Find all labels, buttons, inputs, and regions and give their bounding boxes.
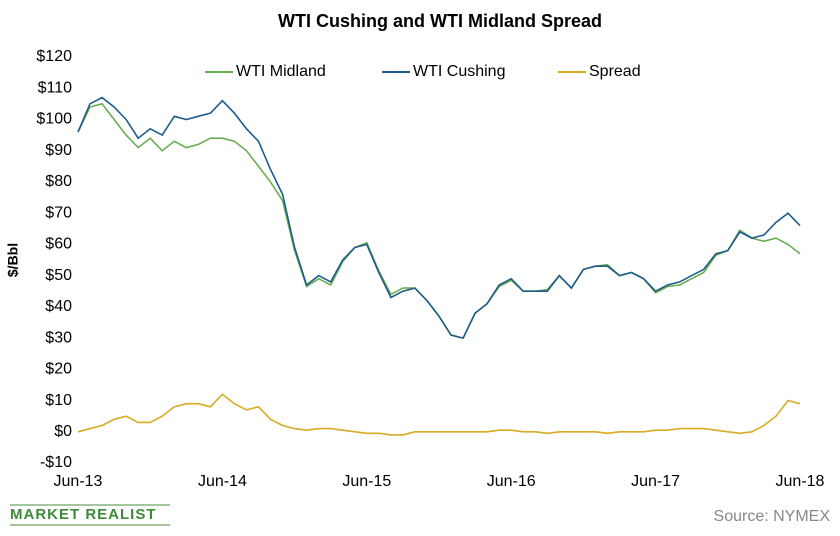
y-tick-label: $110: [38, 79, 73, 96]
line-series: [77, 393, 801, 436]
legend-label: WTI Cushing: [413, 63, 505, 80]
y-tick-label: $70: [45, 204, 72, 221]
y-tick-label: -$10: [40, 454, 72, 471]
x-tick-label: Jun-17: [631, 473, 680, 490]
y-tick-label: $80: [45, 173, 72, 190]
y-tick-label: $40: [45, 298, 72, 315]
x-tick-label: Jun-15: [342, 473, 391, 490]
legend-label: Spread: [589, 63, 641, 80]
legend-label: WTI Midland: [236, 63, 326, 80]
chart-title: WTI Cushing and WTI Midland Spread: [278, 11, 602, 31]
y-tick-label: $30: [45, 329, 72, 346]
line-series: [77, 96, 801, 340]
y-tick-label: $60: [45, 236, 72, 253]
x-tick-label: Jun-14: [198, 473, 247, 490]
y-tick-label: $50: [45, 267, 72, 284]
y-tick-label: $0: [54, 423, 72, 440]
y-axis-label: $/Bbl: [5, 243, 21, 277]
y-tick-label: $10: [45, 392, 72, 409]
y-tick-label: $90: [45, 142, 72, 159]
y-tick-label: $100: [36, 111, 72, 128]
source: Source: NYMEX: [714, 508, 831, 525]
x-tick-label: Jun-18: [776, 473, 825, 490]
y-tick-label: $20: [45, 361, 72, 378]
brand: MARKET REALIST: [10, 506, 157, 523]
y-tick-label: $120: [36, 48, 72, 65]
x-tick-label: Jun-13: [54, 473, 103, 490]
x-tick-label: Jun-16: [487, 473, 536, 490]
